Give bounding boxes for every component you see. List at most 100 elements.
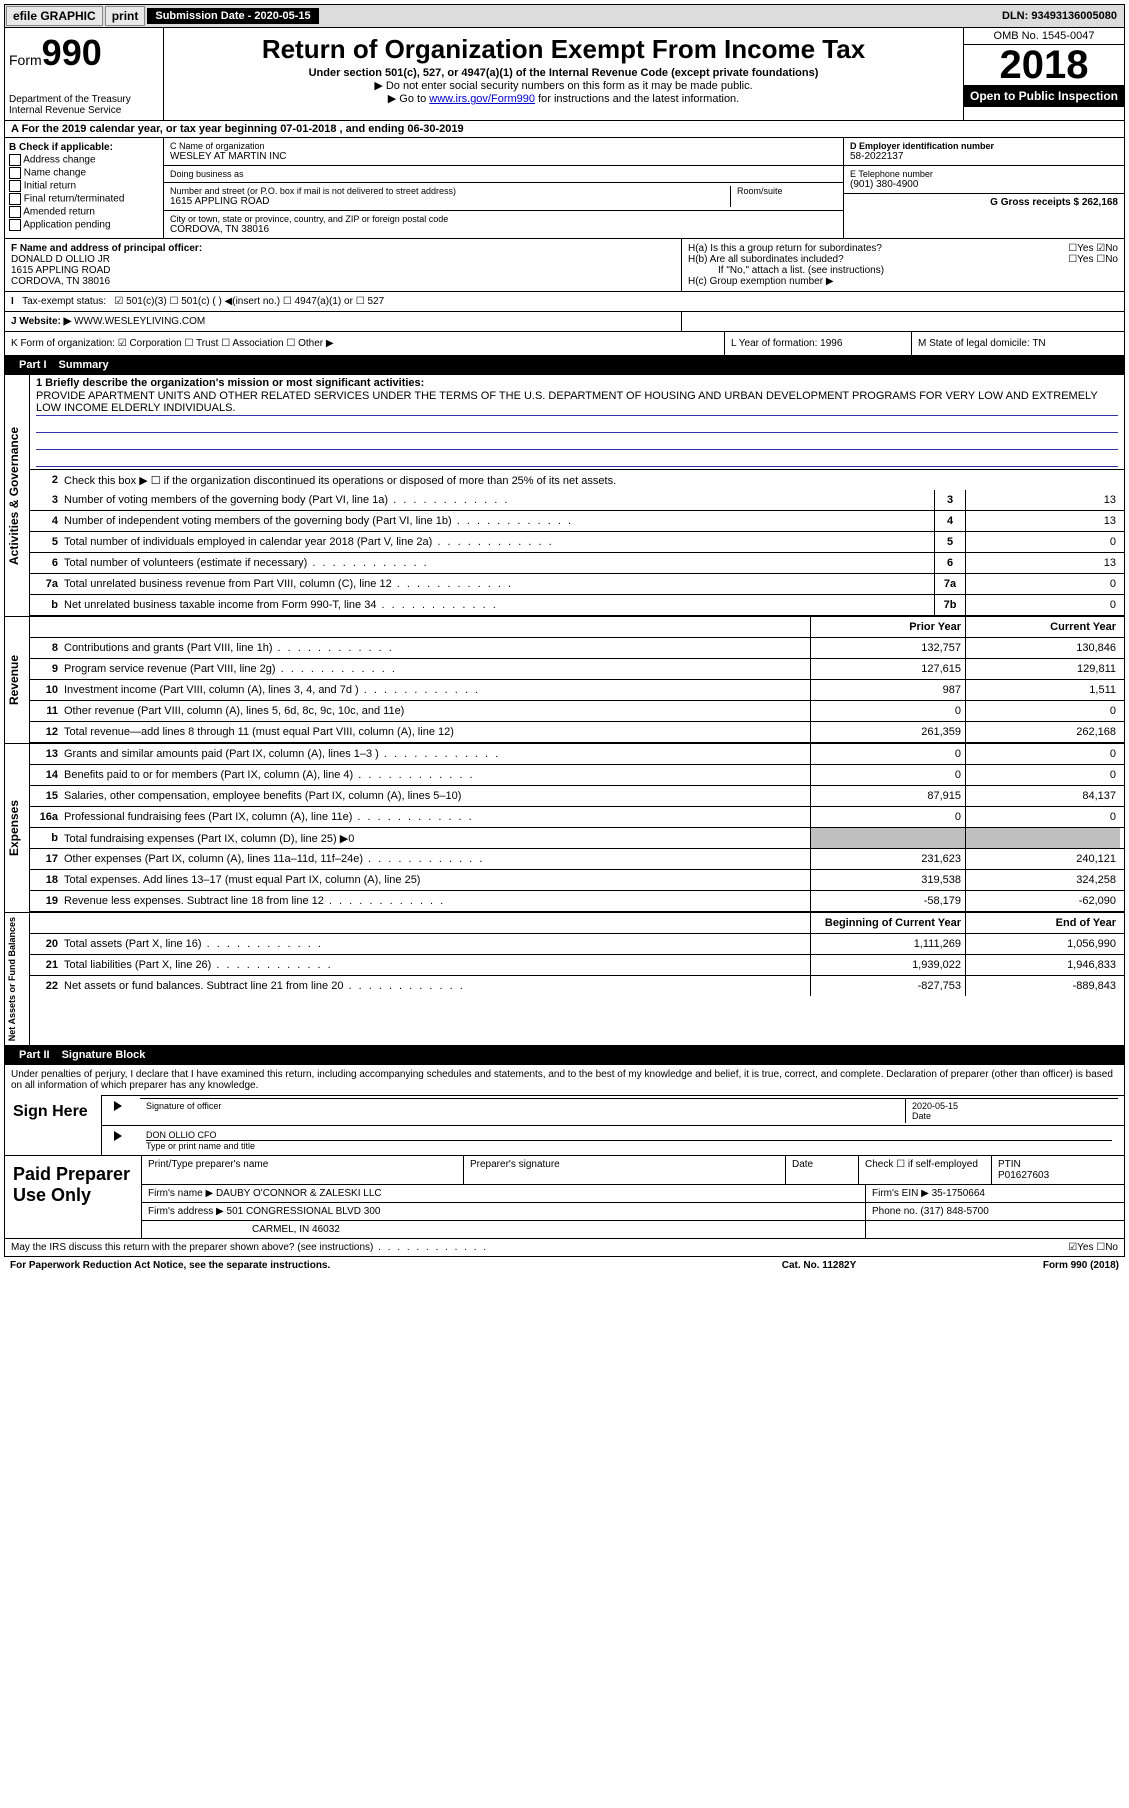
org-name: WESLEY AT MARTIN INC xyxy=(170,151,837,162)
col-b-checkboxes: B Check if applicable: Address change Na… xyxy=(5,138,164,238)
expenses-section: Expenses 13Grants and similar amounts pa… xyxy=(4,744,1125,913)
line-14-cy: 0 xyxy=(965,765,1120,785)
line-16a-cy: 0 xyxy=(965,807,1120,827)
tax-year: 2018 xyxy=(964,45,1124,85)
cb-name-change[interactable]: Name change xyxy=(9,167,159,179)
form-number: Form990 xyxy=(9,32,159,74)
org-info-block: B Check if applicable: Address change Na… xyxy=(4,138,1125,239)
department-label: Department of the Treasury Internal Reve… xyxy=(9,94,159,116)
submission-date: Submission Date - 2020-05-15 xyxy=(147,8,318,24)
line-10-py: 987 xyxy=(810,680,965,700)
line-15-py: 87,915 xyxy=(810,786,965,806)
line-21-e: 1,946,833 xyxy=(965,955,1120,975)
cb-amended[interactable]: Amended return xyxy=(9,206,159,218)
revenue-section: Revenue Prior YearCurrent Year 8Contribu… xyxy=(4,617,1125,744)
line-18-cy: 324,258 xyxy=(965,870,1120,890)
firm-city: CARMEL, IN 46032 xyxy=(142,1221,866,1238)
line-19-py: -58,179 xyxy=(810,891,965,911)
line-3-val: 13 xyxy=(965,490,1120,510)
part-2-header: Part II Signature Block xyxy=(4,1046,1125,1065)
row-fh: F Name and address of principal officer:… xyxy=(4,239,1125,292)
state-domicile: M State of legal domicile: TN xyxy=(911,332,1118,355)
line-15-cy: 84,137 xyxy=(965,786,1120,806)
officer-sig-name: DON OLLIO CFO xyxy=(146,1130,1112,1141)
arrow-icon xyxy=(114,1131,122,1141)
line-9-cy: 129,811 xyxy=(965,659,1120,679)
cat-no: Cat. No. 11282Y xyxy=(719,1260,919,1271)
form-of-org: K Form of organization: ☑ Corporation ☐ … xyxy=(11,338,724,349)
line-11-cy: 0 xyxy=(965,701,1120,721)
firm-name: DAUBY O'CONNOR & ZALESKI LLC xyxy=(216,1188,382,1199)
officer-name: DONALD D OLLIO JR xyxy=(11,254,675,265)
part-1-header: Part I Summary xyxy=(4,356,1125,375)
declaration-text: Under penalties of perjury, I declare th… xyxy=(5,1065,1124,1095)
firm-ein: 35-1750664 xyxy=(932,1188,985,1199)
subtitle-3: ▶ Go to www.irs.gov/Form990 for instruct… xyxy=(168,92,959,105)
mission-text: PROVIDE APARTMENT UNITS AND OTHER RELATE… xyxy=(36,389,1118,416)
line-8-cy: 130,846 xyxy=(965,638,1120,658)
sig-date: 2020-05-15 xyxy=(912,1101,1112,1111)
sign-here-label: Sign Here xyxy=(5,1095,102,1155)
print-button[interactable]: print xyxy=(105,6,146,26)
col-c-org: C Name of organization WESLEY AT MARTIN … xyxy=(164,138,843,238)
hb-answer: ☐Yes ☐No xyxy=(1068,254,1118,265)
line-18-py: 319,538 xyxy=(810,870,965,890)
efile-button[interactable]: efile GRAPHIC xyxy=(6,6,103,26)
paid-preparer-label: Paid Preparer Use Only xyxy=(5,1156,141,1238)
line-8-py: 132,757 xyxy=(810,638,965,658)
line-16b-py xyxy=(810,828,965,848)
gross-receipts: G Gross receipts $ 262,168 xyxy=(850,197,1118,208)
line-9-py: 127,615 xyxy=(810,659,965,679)
ein: 58-2022137 xyxy=(850,151,1118,162)
line-6-val: 13 xyxy=(965,553,1120,573)
line-12-cy: 262,168 xyxy=(965,722,1120,742)
firm-phone: (317) 848-5700 xyxy=(920,1206,988,1217)
irs-discuss-answer: ☑Yes ☐No xyxy=(1068,1242,1118,1253)
cb-final-return[interactable]: Final return/terminated xyxy=(9,193,159,205)
summary-section: Activities & Governance 1 Briefly descri… xyxy=(4,375,1125,617)
vtab-revenue: Revenue xyxy=(5,617,30,743)
vtab-netassets: Net Assets or Fund Balances xyxy=(5,913,30,1045)
cb-application-pending[interactable]: Application pending xyxy=(9,219,159,231)
cb-initial-return[interactable]: Initial return xyxy=(9,180,159,192)
city-state-zip: CORDOVA, TN 38016 xyxy=(170,224,837,235)
line-20-e: 1,056,990 xyxy=(965,934,1120,954)
open-public-badge: Open to Public Inspection xyxy=(964,85,1124,107)
line-11-py: 0 xyxy=(810,701,965,721)
cb-address-change[interactable]: Address change xyxy=(9,154,159,166)
line-10-cy: 1,511 xyxy=(965,680,1120,700)
page-footer: For Paperwork Reduction Act Notice, see … xyxy=(4,1257,1125,1274)
form-org-row: K Form of organization: ☑ Corporation ☐ … xyxy=(4,332,1125,356)
top-bar: efile GRAPHIC print Submission Date - 20… xyxy=(4,4,1125,28)
line-13-cy: 0 xyxy=(965,744,1120,764)
ha-answer: ☐Yes ☑No xyxy=(1068,243,1118,254)
line-4-val: 13 xyxy=(965,511,1120,531)
website-url[interactable]: WWW.WESLEYLIVING.COM xyxy=(74,316,205,327)
irs-discuss-row: May the IRS discuss this return with the… xyxy=(4,1239,1125,1257)
room-suite-label: Room/suite xyxy=(731,186,837,207)
line-17-py: 231,623 xyxy=(810,849,965,869)
line-16b-cy xyxy=(965,828,1120,848)
line-22-e: -889,843 xyxy=(965,976,1120,996)
subtitle-1: Under section 501(c), 527, or 4947(a)(1)… xyxy=(168,67,959,79)
line-22-b: -827,753 xyxy=(810,976,965,996)
street-address: 1615 APPLING ROAD xyxy=(170,196,730,207)
paid-preparer-block: Paid Preparer Use Only Print/Type prepar… xyxy=(4,1156,1125,1239)
irs-link[interactable]: www.irs.gov/Form990 xyxy=(429,93,535,105)
phone: (901) 380-4900 xyxy=(850,179,1118,190)
dln-number: DLN: 93493136005080 xyxy=(996,8,1123,24)
arrow-icon xyxy=(114,1101,122,1111)
year-formation: L Year of formation: 1996 xyxy=(724,332,911,355)
ptin: P01627603 xyxy=(998,1170,1049,1181)
form-ref: Form 990 (2018) xyxy=(919,1260,1119,1271)
line-17-cy: 240,121 xyxy=(965,849,1120,869)
line-16a-py: 0 xyxy=(810,807,965,827)
form-title: Return of Organization Exempt From Incom… xyxy=(168,34,959,65)
tax-status-options: ☑ 501(c)(3) ☐ 501(c) ( ) ◀(insert no.) ☐… xyxy=(114,296,384,307)
netassets-section: Net Assets or Fund Balances Beginning of… xyxy=(4,913,1125,1046)
col-d-ein: D Employer identification number 58-2022… xyxy=(843,138,1124,238)
subtitle-2: ▶ Do not enter social security numbers o… xyxy=(168,79,959,92)
line-21-b: 1,939,022 xyxy=(810,955,965,975)
line-19-cy: -62,090 xyxy=(965,891,1120,911)
line-14-py: 0 xyxy=(810,765,965,785)
